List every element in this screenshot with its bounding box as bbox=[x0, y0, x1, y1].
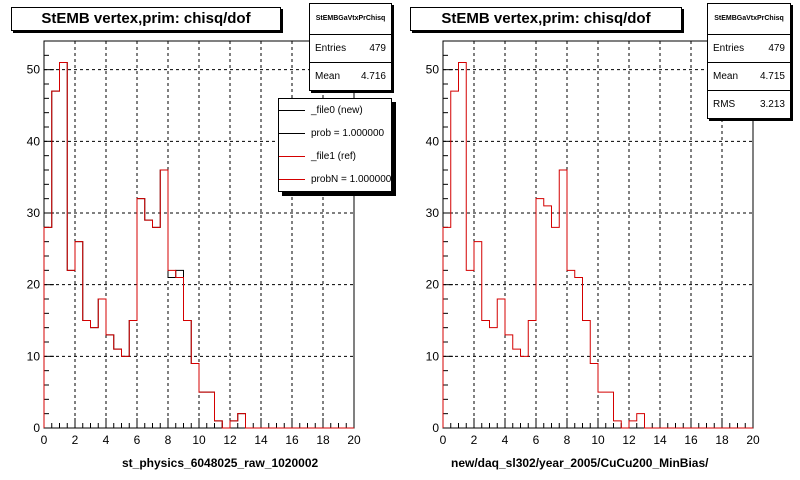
panel2-y-tick-label: 0 bbox=[432, 421, 439, 435]
panel1-y-tick-label: 20 bbox=[27, 278, 41, 292]
panel1-legend: _file0 (new) prob = 1.000000 _file1 (ref… bbox=[278, 98, 392, 192]
panel2-histogram-series-0 bbox=[442, 62, 753, 429]
panel2-x-tick-label: 10 bbox=[591, 433, 605, 447]
panel2-x-tick-label: 14 bbox=[653, 433, 667, 447]
panel1-stats-name: StEMBGaVtxPrChisq bbox=[310, 4, 391, 35]
panel2-stats-box: StEMBGaVtxPrChisq Entries 479 Mean 4.715… bbox=[707, 3, 791, 119]
legend-entry-prob: prob = 1.000000 bbox=[279, 122, 391, 145]
panel1-x-tick-label: 16 bbox=[285, 433, 299, 447]
legend-entry-file0: _file0 (new) bbox=[279, 99, 391, 122]
panel2-title: StEMB vertex,prim: chisq/dof bbox=[410, 7, 682, 31]
panel2-stats-mean: Mean 4.715 bbox=[708, 63, 790, 91]
panel2-x-tick-label: 8 bbox=[564, 433, 571, 447]
legend-swatch bbox=[279, 156, 305, 157]
panel2-x-tick-label: 2 bbox=[471, 433, 478, 447]
panel1-stats-mean: Mean 4.716 bbox=[315, 71, 386, 82]
panel2-x-tick-label: 20 bbox=[746, 433, 760, 447]
panel1-x-tick-label: 20 bbox=[347, 433, 361, 447]
panel2-x-tick-label: 16 bbox=[684, 433, 698, 447]
panel1-y-tick-label: 30 bbox=[27, 206, 41, 220]
legend-entry-probN: probN = 1.000000 bbox=[279, 168, 391, 191]
panel1-y-tick-label: 40 bbox=[27, 134, 41, 148]
panel2-stats-name: StEMBGaVtxPrChisq bbox=[708, 4, 790, 35]
legend-swatch bbox=[279, 110, 305, 111]
panel2-stats-rms: RMS 3.213 bbox=[713, 99, 785, 110]
panel1-x-tick-label: 8 bbox=[165, 433, 172, 447]
panel1-x-tick-label: 0 bbox=[41, 433, 48, 447]
panel1-histogram-series-1 bbox=[43, 62, 354, 429]
panel1-title: StEMB vertex,prim: chisq/dof bbox=[11, 7, 281, 31]
panel1-x-tick-label: 2 bbox=[72, 433, 79, 447]
legend-entry-file1: _file1 (ref) bbox=[279, 145, 391, 168]
panel1-y-tick-label: 0 bbox=[33, 421, 40, 435]
panel2-y-tick-label: 20 bbox=[426, 278, 440, 292]
panel2-y-tick-label: 40 bbox=[426, 134, 440, 148]
panel1-x-tick-label: 14 bbox=[254, 433, 268, 447]
panel2-x-tick-label: 18 bbox=[715, 433, 729, 447]
panel1-y-tick-label: 10 bbox=[27, 349, 41, 363]
panel1-x-axis-label: st_physics_6048025_raw_1020002 bbox=[122, 456, 319, 470]
panel1-stats-box: StEMBGaVtxPrChisq Entries 479 Mean 4.716 bbox=[309, 3, 392, 91]
legend-swatch bbox=[279, 133, 305, 134]
panel1-x-tick-label: 18 bbox=[316, 433, 330, 447]
panel1-stats-entries: Entries 479 bbox=[310, 35, 391, 63]
panel2-x-tick-label: 4 bbox=[502, 433, 509, 447]
panel1-x-tick-label: 10 bbox=[192, 433, 206, 447]
panel1-x-tick-label: 6 bbox=[134, 433, 141, 447]
panel2-y-tick-label: 10 bbox=[426, 349, 440, 363]
panel1-x-tick-label: 4 bbox=[103, 433, 110, 447]
panel2-x-tick-label: 6 bbox=[533, 433, 540, 447]
panel1-x-tick-label: 12 bbox=[223, 433, 237, 447]
panel1-y-tick-label: 50 bbox=[27, 63, 41, 77]
panel2-x-tick-label: 12 bbox=[622, 433, 636, 447]
panel2-x-axis-label: new/daq_sl302/year_2005/CuCu200_MinBias/ bbox=[451, 456, 709, 470]
panel2-x-tick-label: 0 bbox=[440, 433, 447, 447]
panel2-y-tick-label: 50 bbox=[426, 63, 440, 77]
panel2-stats-entries: Entries 479 bbox=[708, 35, 790, 63]
panel2-y-tick-label: 30 bbox=[426, 206, 440, 220]
legend-swatch bbox=[279, 179, 305, 180]
